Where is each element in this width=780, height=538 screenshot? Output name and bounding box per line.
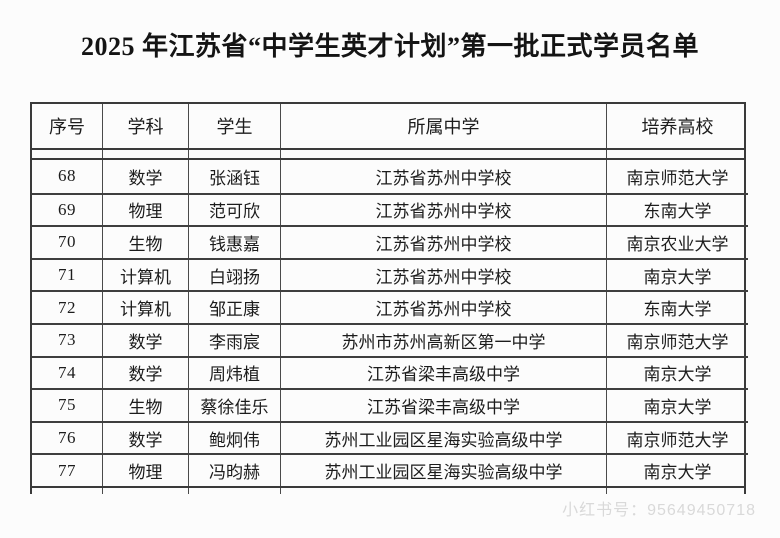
cell-no: 76 xyxy=(58,428,76,448)
table-header-row: 序号 学科 学生 所属中学 培养高校 xyxy=(30,102,746,150)
table-row: 77 物理 冯昀赫 苏州工业园区星海实验高级中学 南京大学 xyxy=(32,453,748,486)
cell-subject: 数学 xyxy=(102,324,188,356)
cell-student: 周炜植 xyxy=(188,357,280,389)
cell-student: 李雨宸 xyxy=(188,324,280,356)
cell-student: 张涵钰 xyxy=(188,160,280,193)
table-row: 76 数学 鲍炯伟 苏州工业园区星海实验高级中学 南京师范大学 xyxy=(32,420,748,454)
cell-subject: 数学 xyxy=(102,160,188,193)
cell-university: 南京师范大学 xyxy=(606,324,748,356)
header-cell-student: 学生 xyxy=(188,104,280,148)
header-cell-subject: 学科 xyxy=(102,104,188,148)
cell-no: 75 xyxy=(58,395,76,415)
cell-no: 71 xyxy=(58,265,76,285)
cell-no: 73 xyxy=(58,330,76,350)
table-row: 68 数学 张涵钰 江苏省苏州中学校 南京师范大学 xyxy=(32,160,748,193)
cell-university: 南京大学 xyxy=(606,357,748,389)
cell-school: 江苏省梁丰高级中学 xyxy=(280,357,606,389)
cell-school: 江苏省苏州中学校 xyxy=(280,160,606,193)
cell-school: 苏州工业园区星海实验高级中学 xyxy=(280,422,606,454)
table-row: 71 计算机 白翊扬 江苏省苏州中学校 南京大学 xyxy=(32,257,748,291)
cropped-row-stub-top xyxy=(30,150,746,158)
page-title: 2025 年江苏省“中学生英才计划”第一批正式学员名单 xyxy=(80,32,699,61)
student-list-table: 序号 学科 学生 所属中学 培养高校 68 数学 张涵钰 江苏省苏州中学校 南京… xyxy=(30,102,748,494)
cell-school: 江苏省苏州中学校 xyxy=(280,259,606,291)
cell-no: 74 xyxy=(58,362,76,382)
table-row: 73 数学 李雨宸 苏州市苏州高新区第一中学 南京师范大学 xyxy=(32,322,748,356)
cell-student: 钱惠嘉 xyxy=(188,227,280,258)
cell-subject: 生物 xyxy=(102,390,188,421)
table-body: 68 数学 张涵钰 江苏省苏州中学校 南京师范大学 69 物理 范可欣 江苏省苏… xyxy=(30,158,748,488)
cell-school: 江苏省苏州中学校 xyxy=(280,194,606,226)
cell-no: 69 xyxy=(58,199,76,219)
cell-university: 南京大学 xyxy=(606,390,748,421)
cell-no: 77 xyxy=(58,460,76,480)
table-row: 69 物理 范可欣 江苏省苏州中学校 东南大学 xyxy=(32,192,748,226)
cell-subject: 物理 xyxy=(102,455,188,486)
cell-student: 鲍炯伟 xyxy=(188,422,280,454)
cell-university: 南京大学 xyxy=(606,259,748,291)
cell-school: 江苏省梁丰高级中学 xyxy=(280,390,606,421)
table-row: 72 计算机 邹正康 江苏省苏州中学校 东南大学 xyxy=(32,290,748,323)
cell-university: 东南大学 xyxy=(606,194,748,226)
header-cell-school: 所属中学 xyxy=(280,104,606,148)
cell-student: 范可欣 xyxy=(188,194,280,226)
cell-university: 东南大学 xyxy=(606,292,748,323)
cell-university: 南京大学 xyxy=(606,455,748,486)
table-row: 70 生物 钱惠嘉 江苏省苏州中学校 南京农业大学 xyxy=(32,225,748,258)
cell-subject: 数学 xyxy=(102,357,188,389)
cell-student: 蔡徐佳乐 xyxy=(188,390,280,421)
cell-student: 白翊扬 xyxy=(188,259,280,291)
header-cell-no: 序号 xyxy=(49,117,85,137)
cell-student: 邹正康 xyxy=(188,292,280,323)
table-row: 74 数学 周炜植 江苏省梁丰高级中学 南京大学 xyxy=(32,355,748,389)
cell-university: 南京师范大学 xyxy=(606,422,748,454)
cell-no: 72 xyxy=(58,297,76,317)
cell-university: 南京农业大学 xyxy=(606,227,748,258)
cell-school: 苏州市苏州高新区第一中学 xyxy=(280,324,606,356)
cell-school: 江苏省苏州中学校 xyxy=(280,292,606,323)
cell-subject: 计算机 xyxy=(102,292,188,323)
cell-no: 70 xyxy=(58,232,76,252)
table-row: 75 生物 蔡徐佳乐 江苏省梁丰高级中学 南京大学 xyxy=(32,388,748,421)
cell-student: 冯昀赫 xyxy=(188,455,280,486)
cell-subject: 计算机 xyxy=(102,259,188,291)
cell-school: 苏州工业园区星海实验高级中学 xyxy=(280,455,606,486)
header-cell-university: 培养高校 xyxy=(606,104,748,148)
cropped-row-stub-bottom xyxy=(30,488,746,494)
cell-subject: 生物 xyxy=(102,227,188,258)
cell-subject: 物理 xyxy=(102,194,188,226)
watermark-text: 小红书号：95649450718 xyxy=(562,502,756,519)
cell-no: 68 xyxy=(58,166,76,186)
cell-subject: 数学 xyxy=(102,422,188,454)
cell-school: 江苏省苏州中学校 xyxy=(280,227,606,258)
cell-university: 南京师范大学 xyxy=(606,160,748,193)
